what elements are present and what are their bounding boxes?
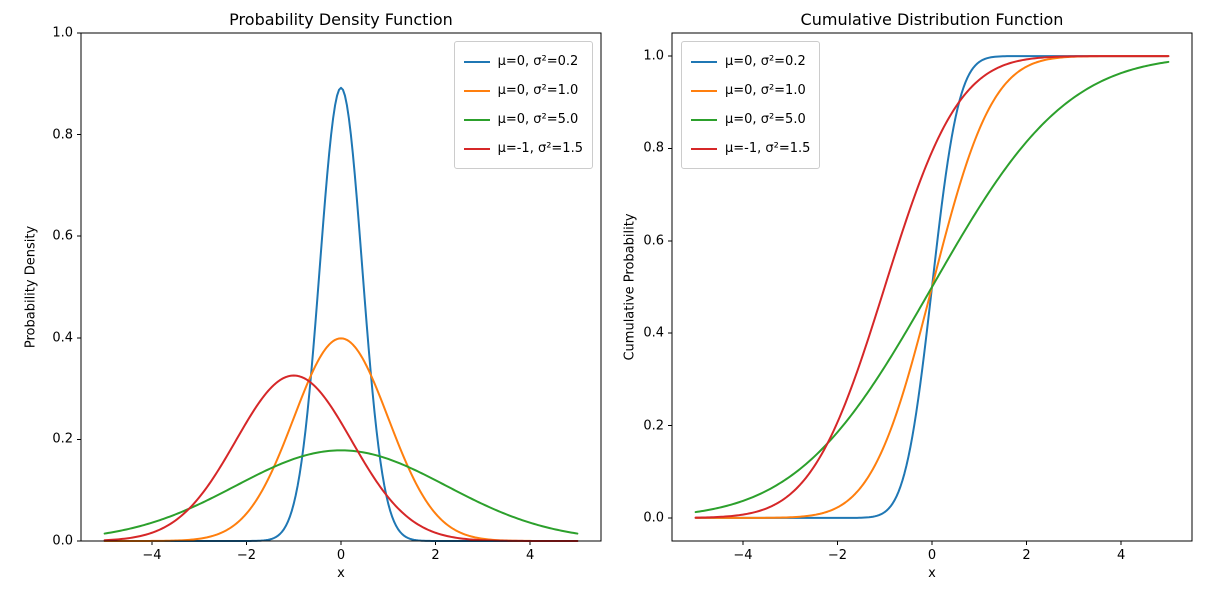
- x-tick-label: 4: [525, 548, 535, 563]
- series-line-normal-cdf: [694, 55, 1170, 519]
- legend-line-swatch: [691, 147, 717, 150]
- y-tick-label: 1.0: [643, 48, 664, 64]
- cdf-x-axis-label: x: [928, 566, 936, 581]
- y-tick-label: 0.2: [643, 418, 664, 434]
- y-tick-label: 0.4: [52, 330, 73, 346]
- x-tick-label: 2: [431, 548, 440, 563]
- axes-frame: [80, 32, 602, 542]
- legend-label: μ=0, σ²=5.0: [497, 112, 579, 127]
- legend-item: μ=0, σ²=0.2: [691, 47, 810, 76]
- y-tick-label: 0.8: [643, 140, 664, 156]
- legend-item: μ=0, σ²=1.0: [691, 76, 810, 105]
- legend-label: μ=0, σ²=5.0: [725, 112, 806, 127]
- pdf-x-axis-label: x: [337, 566, 345, 581]
- legend-item: μ=0, σ²=5.0: [463, 105, 583, 134]
- x-tick-label: 4: [1116, 548, 1126, 563]
- cdf-y-axis-label: Cumulative Probability: [622, 213, 638, 361]
- y-tick-label: 0.0: [52, 533, 73, 549]
- axes-frame: [671, 32, 1193, 542]
- legend-item: μ=-1, σ²=1.5: [463, 134, 583, 163]
- series-line-normal-pdf: [103, 374, 579, 542]
- legend-label: μ=0, σ²=0.2: [497, 54, 579, 69]
- pdf-y-axis-label: Probability Density: [23, 225, 39, 349]
- pdf-legend: μ=0, σ²=0.2 μ=0, σ²=1.0 μ=0, σ²=5.0 μ=-1, σ…: [453, 41, 593, 169]
- legend-line-swatch: [463, 89, 490, 92]
- legend-line-swatch: [691, 60, 717, 63]
- cdf-legend: μ=0, σ²=0.2 μ=0, σ²=1.0 μ=0, σ²=5.0 μ=-1, σ…: [681, 41, 821, 169]
- legend-line-swatch: [691, 118, 717, 121]
- legend-line-swatch: [463, 118, 490, 121]
- legend-item: μ=0, σ²=0.2: [463, 47, 583, 76]
- series-line-normal-cdf: [694, 60, 1170, 514]
- y-tick-label: 1.0: [52, 25, 73, 41]
- pdf-title: Probability Density Function: [229, 10, 453, 29]
- y-tick-label: 0.2: [52, 431, 73, 447]
- legend-label: μ=0, σ²=1.0: [497, 83, 579, 98]
- y-tick-label: 0.8: [52, 127, 73, 143]
- cdf-title: Cumulative Distribution Function: [800, 10, 1064, 29]
- y-tick-label: 0.0: [643, 510, 664, 526]
- legend-label: μ=0, σ²=0.2: [725, 54, 806, 69]
- legend-label: μ=-1, σ²=1.5: [725, 141, 811, 156]
- y-tick-label: 0.4: [643, 325, 664, 341]
- x-tick-label: −2: [827, 548, 848, 563]
- legend-label: μ=0, σ²=1.0: [725, 83, 806, 98]
- legend-item: μ=0, σ²=5.0: [691, 105, 810, 134]
- x-tick-label: −4: [733, 548, 753, 563]
- legend-label: μ=-1, σ²=1.5: [497, 141, 583, 156]
- x-tick-label: −4: [142, 548, 162, 563]
- legend-line-swatch: [463, 147, 490, 150]
- legend-line-swatch: [463, 60, 490, 63]
- legend-item: μ=0, σ²=1.0: [463, 76, 583, 105]
- y-tick-label: 0.6: [643, 233, 664, 249]
- series-line-normal-pdf: [103, 337, 579, 542]
- series-line-normal-pdf: [103, 449, 579, 535]
- legend-line-swatch: [691, 89, 717, 92]
- legend-item: μ=-1, σ²=1.5: [691, 134, 810, 163]
- x-tick-label: 2: [1022, 548, 1031, 563]
- y-tick-label: 0.6: [52, 228, 73, 244]
- x-tick-label: −2: [236, 548, 257, 563]
- x-tick-label: 0: [336, 548, 346, 563]
- x-tick-label: 0: [927, 548, 937, 563]
